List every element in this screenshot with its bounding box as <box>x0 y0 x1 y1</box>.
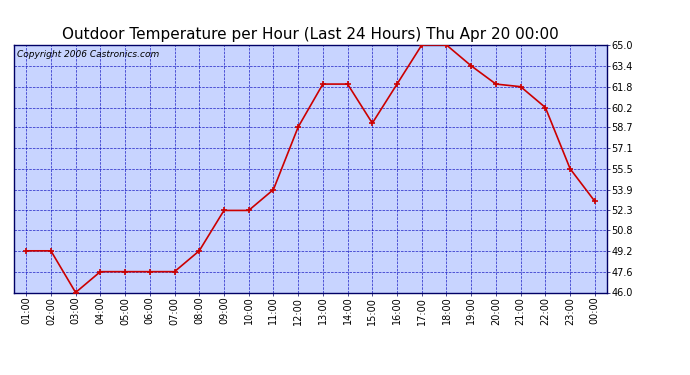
Text: Copyright 2006 Castronics.com: Copyright 2006 Castronics.com <box>17 50 159 59</box>
Title: Outdoor Temperature per Hour (Last 24 Hours) Thu Apr 20 00:00: Outdoor Temperature per Hour (Last 24 Ho… <box>62 27 559 42</box>
